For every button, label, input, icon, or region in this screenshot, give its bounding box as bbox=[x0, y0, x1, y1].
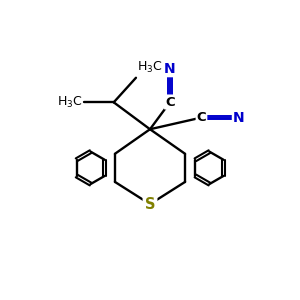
Text: N: N bbox=[233, 110, 245, 124]
Text: C: C bbox=[165, 95, 175, 109]
Text: H$_3$C: H$_3$C bbox=[137, 60, 163, 75]
Text: N: N bbox=[164, 62, 176, 76]
Text: C: C bbox=[197, 111, 206, 124]
Text: H$_3$C: H$_3$C bbox=[56, 95, 82, 110]
Text: S: S bbox=[145, 196, 155, 211]
